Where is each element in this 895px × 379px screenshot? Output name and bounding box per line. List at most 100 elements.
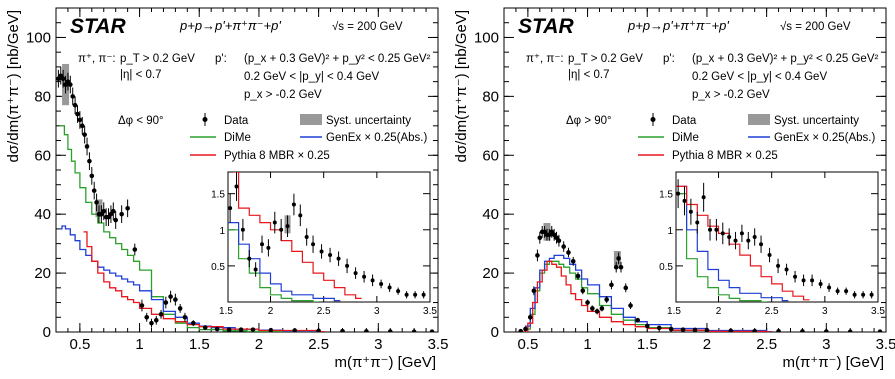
data-point bbox=[561, 244, 566, 249]
data-point bbox=[585, 300, 590, 305]
data-point bbox=[527, 314, 533, 320]
data-point bbox=[268, 327, 274, 332]
process-label: p+p→p'+π⁺π⁻+p' bbox=[627, 18, 729, 33]
legend-syst-box bbox=[748, 114, 770, 125]
proton-cuts-label: p': bbox=[215, 53, 227, 65]
inset-pythia-curve bbox=[233, 172, 362, 299]
delta-phi-cut: Δφ < 90° bbox=[118, 115, 164, 127]
inset-dime-curve bbox=[228, 229, 320, 302]
data-point bbox=[316, 328, 321, 332]
data-point bbox=[163, 300, 169, 305]
data-point bbox=[656, 325, 662, 331]
data-point bbox=[250, 327, 256, 332]
y-tick-label: 0 bbox=[491, 324, 499, 341]
data-point bbox=[594, 309, 600, 314]
proton-cut-3: p_x > -0.2 GeV bbox=[244, 89, 322, 101]
data-point bbox=[173, 297, 178, 302]
legend: Data Syst. uncertainty DiMe GenEx × 0.25(Ab… bbox=[638, 113, 875, 162]
inset-x-tick-label: 3 bbox=[374, 306, 380, 317]
data-point bbox=[340, 328, 345, 332]
data-point bbox=[668, 326, 674, 332]
data-point bbox=[72, 102, 78, 108]
inset-data-point bbox=[272, 220, 277, 225]
inset-data-point bbox=[362, 274, 367, 279]
data-point bbox=[75, 111, 80, 117]
inset-x-tick-label: 3 bbox=[822, 306, 828, 317]
data-point bbox=[238, 327, 244, 332]
data-point bbox=[68, 82, 73, 87]
inset-data-point bbox=[727, 235, 732, 239]
data-point bbox=[800, 329, 805, 332]
inset: 2 2.5 3 3.5 1.5 0.5 1 1.5 bbox=[211, 171, 437, 317]
inset-frame bbox=[675, 171, 879, 303]
star-logo: STAR bbox=[518, 15, 574, 38]
process-label: p+p→p'+π⁺π⁻+p' bbox=[179, 18, 281, 33]
data-point bbox=[79, 123, 85, 129]
pythia-curve bbox=[83, 231, 325, 332]
data-point bbox=[692, 327, 698, 332]
pion-pt-cut: p_T > 0.2 GeV bbox=[568, 53, 643, 65]
proton-cuts-label: p': bbox=[663, 53, 675, 65]
pion-pt-cut: p_T > 0.2 GeV bbox=[120, 53, 195, 65]
y-tick-label: 80 bbox=[34, 88, 51, 105]
data-point bbox=[575, 273, 581, 279]
y-tick-label: 20 bbox=[482, 265, 499, 282]
data-point bbox=[70, 94, 76, 99]
legend-label: Syst. uncertainty bbox=[774, 115, 859, 127]
data-point bbox=[566, 250, 571, 255]
data-point bbox=[535, 253, 540, 258]
inset-data-point bbox=[739, 231, 744, 236]
proton-cut-1: (p_x + 0.3 GeV)² + p_y² < 0.25 GeV² bbox=[692, 53, 879, 65]
inset-data-point bbox=[345, 263, 350, 268]
data-point bbox=[125, 205, 130, 211]
proton-cut-1: (p_x + 0.3 GeV)² + p_y² < 0.25 GeV² bbox=[244, 53, 431, 65]
data-point bbox=[89, 173, 95, 179]
legend-label: DiMe bbox=[224, 132, 251, 144]
x-tick-label: 1.5 bbox=[637, 336, 658, 353]
data-point bbox=[364, 329, 369, 332]
inset-data-point bbox=[396, 289, 401, 294]
inset-data-point bbox=[404, 292, 409, 297]
delta-phi-cut: Δφ > 90° bbox=[566, 115, 612, 127]
plot-area bbox=[56, 63, 435, 332]
inset-x-tick-label: 3.5 bbox=[871, 306, 885, 317]
data-point bbox=[82, 132, 87, 137]
data-point bbox=[590, 306, 595, 311]
inset-data-point bbox=[759, 242, 764, 247]
data-point bbox=[190, 320, 196, 326]
data-point bbox=[824, 329, 829, 332]
data-point bbox=[113, 217, 118, 223]
inset-data-point bbox=[247, 256, 252, 261]
data-point bbox=[618, 264, 624, 270]
inset-data-point bbox=[695, 220, 700, 225]
inset-y-tick-label: 0.5 bbox=[211, 262, 225, 273]
inset-y-tick-label: 0.5 bbox=[659, 262, 673, 273]
data-point bbox=[202, 325, 208, 330]
inset-data-point bbox=[279, 227, 284, 232]
inset-data-point bbox=[336, 256, 341, 261]
legend-label: Syst. uncertainty bbox=[326, 115, 411, 127]
data-point bbox=[101, 208, 107, 214]
x-tick-label: 1 bbox=[583, 336, 591, 353]
legend-syst-box bbox=[300, 114, 322, 125]
y-axis-label: dσ/dm(π⁺π⁻) [nb/GeV] bbox=[5, 10, 22, 163]
inset-genex-curve bbox=[676, 185, 789, 302]
proton-cut-3: p_x > -0.2 GeV bbox=[692, 89, 770, 101]
inset-data-point bbox=[810, 278, 815, 283]
inset-data-point bbox=[266, 245, 271, 250]
data-point bbox=[847, 329, 853, 332]
data-point bbox=[556, 238, 562, 243]
x-tick-label: 2.5 bbox=[756, 336, 777, 353]
data-point bbox=[635, 317, 640, 323]
inset-data-point bbox=[228, 206, 233, 211]
legend-label: DiMe bbox=[672, 132, 699, 144]
x-tick-label: 1.5 bbox=[189, 336, 210, 353]
data-point bbox=[292, 328, 298, 332]
inset-y-tick-label: 1 bbox=[219, 226, 225, 237]
legend-label: GenEx × 0.25(Abs.) bbox=[326, 132, 427, 144]
legend: Data Syst. uncertainty DiMe GenEx × 0.25(Ab… bbox=[190, 113, 427, 162]
data-point bbox=[644, 323, 650, 329]
star-logo: STAR bbox=[70, 15, 126, 38]
data-point bbox=[776, 328, 781, 332]
panel-right: 0.5 1 1.5 2 2.5 3 3.5 0 20 40 60 80 100 m(π⁺π⁻) [GeV]… bbox=[453, 7, 895, 371]
